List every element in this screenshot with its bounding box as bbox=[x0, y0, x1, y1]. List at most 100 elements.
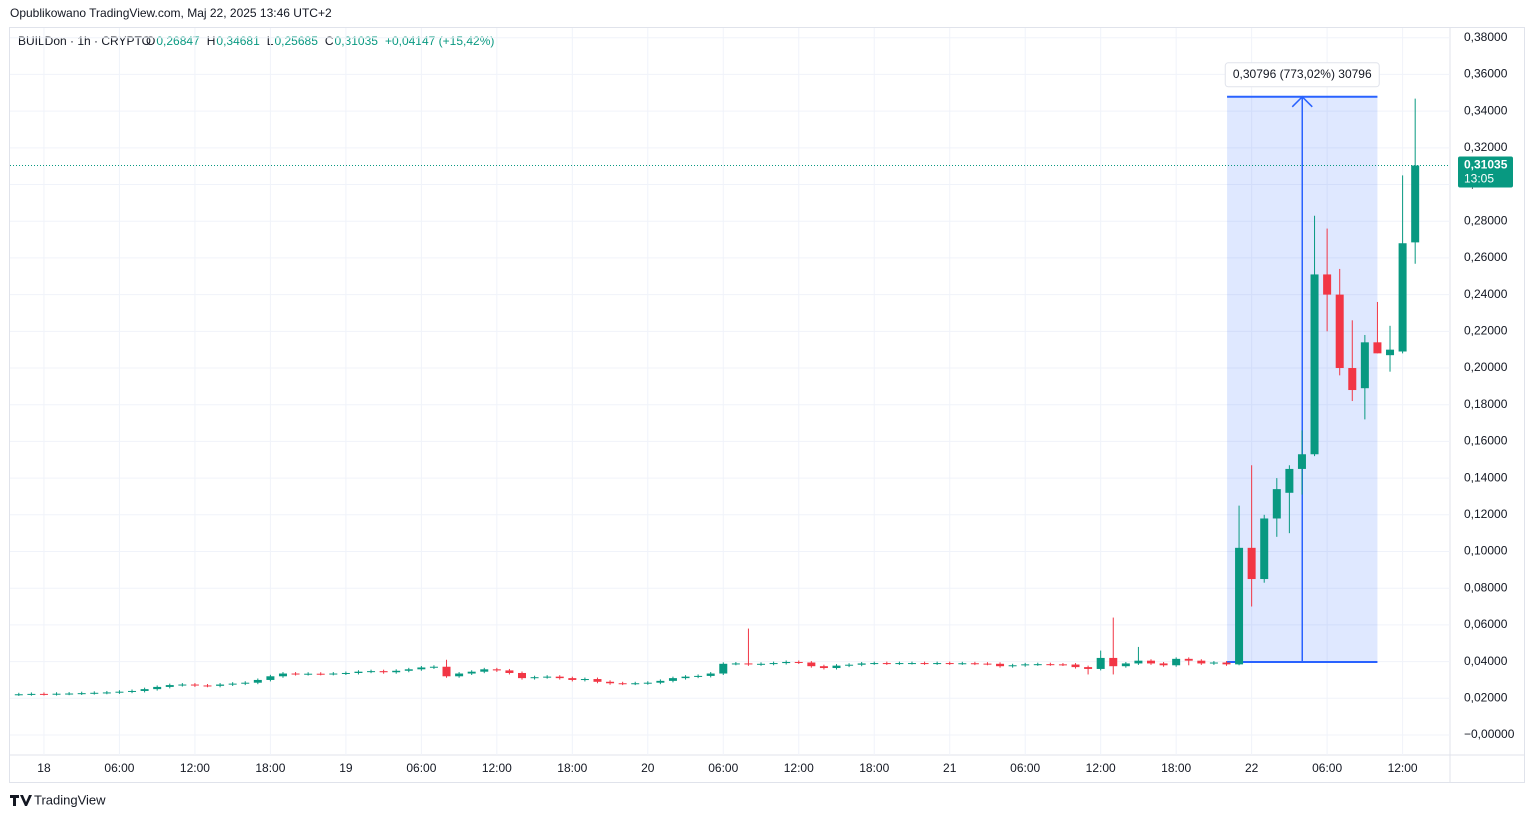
candle-body bbox=[1071, 664, 1080, 668]
x-tick-label: 18 bbox=[37, 761, 51, 775]
y-tick-label: 0,04000 bbox=[1464, 654, 1508, 668]
candle-body bbox=[518, 672, 526, 679]
candle-body bbox=[480, 669, 489, 672]
candle-body bbox=[1084, 667, 1093, 669]
candle-body bbox=[153, 686, 162, 690]
candle-body bbox=[1008, 665, 1017, 667]
candle-body bbox=[304, 673, 313, 675]
x-tick-label: 20 bbox=[641, 761, 655, 775]
y-tick-label: 0,06000 bbox=[1464, 617, 1508, 631]
legend-key: C bbox=[325, 34, 334, 48]
candle-body bbox=[128, 690, 137, 692]
candle-body bbox=[1134, 660, 1143, 664]
candle-body bbox=[643, 682, 652, 684]
y-tick-label: 0,16000 bbox=[1464, 434, 1508, 448]
candle-body bbox=[631, 683, 640, 685]
brand: TradingView bbox=[34, 792, 106, 807]
legend-key: H bbox=[207, 34, 216, 48]
measure-label: 0,30796 (773,02%) 30796 bbox=[1233, 67, 1372, 81]
candle-body bbox=[656, 680, 665, 683]
candle-body bbox=[681, 676, 690, 679]
measure-arrowhead bbox=[1291, 95, 1313, 108]
x-tick-label: 18:00 bbox=[557, 761, 587, 775]
legend-value: 0,34681 bbox=[216, 34, 260, 48]
candle-body bbox=[1373, 342, 1382, 354]
candle-body bbox=[341, 672, 350, 674]
candle-body bbox=[895, 663, 904, 665]
candle-body bbox=[1272, 489, 1281, 519]
candle-body bbox=[983, 663, 992, 665]
x-tick-label: 21 bbox=[943, 761, 957, 775]
candle-body bbox=[367, 671, 376, 673]
x-tick-label: 12:00 bbox=[784, 761, 814, 775]
candle-body bbox=[920, 663, 929, 665]
candle-body bbox=[1109, 657, 1118, 667]
candle-body bbox=[178, 684, 187, 686]
candle-body bbox=[970, 663, 979, 665]
candle-body bbox=[291, 673, 300, 675]
candle-body bbox=[52, 693, 61, 695]
candle-body bbox=[757, 663, 766, 665]
candle-body bbox=[39, 693, 48, 695]
measure-label-box bbox=[1224, 62, 1380, 88]
candle-body bbox=[455, 673, 464, 677]
candle-body bbox=[1147, 660, 1155, 664]
candle-body bbox=[1058, 664, 1067, 666]
symbol: BUILDon · 1h · CRYPTO bbox=[18, 34, 151, 48]
candle-body bbox=[1386, 349, 1395, 356]
candle-body bbox=[694, 675, 703, 677]
candle-body bbox=[580, 679, 589, 681]
candle-body bbox=[1184, 658, 1193, 661]
candle-body bbox=[543, 676, 552, 678]
y-tick-label: −0,00000 bbox=[1464, 727, 1515, 741]
candle-body bbox=[90, 692, 99, 694]
candle-body bbox=[354, 671, 363, 673]
candle-body bbox=[505, 670, 514, 673]
candle-body bbox=[933, 663, 942, 665]
candle-body bbox=[467, 671, 476, 674]
candle-body bbox=[731, 663, 740, 665]
legend-value: 0,25685 bbox=[274, 34, 318, 48]
x-tick-label: 12:00 bbox=[180, 761, 210, 775]
candle-body bbox=[65, 693, 74, 695]
candle-body bbox=[907, 663, 916, 665]
frame bbox=[9, 27, 1525, 783]
candle-body bbox=[857, 663, 866, 665]
candle-body bbox=[216, 684, 225, 686]
candle-body bbox=[27, 693, 36, 695]
candle-body bbox=[606, 681, 615, 684]
x-tick-label: 18:00 bbox=[859, 761, 889, 775]
x-tick-label: 06:00 bbox=[406, 761, 436, 775]
candle-body bbox=[442, 666, 451, 677]
x-tick-label: 06:00 bbox=[1010, 761, 1040, 775]
y-tick-label: 0,24000 bbox=[1464, 287, 1508, 301]
y-tick-label: 0,02000 bbox=[1464, 690, 1508, 704]
candle-body bbox=[1247, 547, 1256, 580]
candle-body bbox=[1235, 547, 1244, 665]
candle-body bbox=[102, 692, 111, 694]
candle-body bbox=[1285, 468, 1294, 493]
x-tick-label: 06:00 bbox=[1312, 761, 1342, 775]
candle-body bbox=[1209, 662, 1218, 664]
candle-body bbox=[1360, 342, 1369, 389]
candle-body bbox=[618, 683, 627, 685]
candle-body bbox=[1033, 664, 1042, 666]
candle-body bbox=[203, 685, 212, 687]
countdown: 13:05 bbox=[1464, 172, 1494, 186]
candle-body bbox=[593, 679, 602, 682]
x-tick-label: 12:00 bbox=[482, 761, 512, 775]
y-tick-label: 0,10000 bbox=[1464, 544, 1508, 558]
candle-body bbox=[1159, 663, 1168, 666]
candle-body bbox=[996, 663, 1005, 667]
candle-body bbox=[1398, 243, 1407, 352]
candle-body bbox=[278, 673, 287, 677]
x-tick-label: 18:00 bbox=[1161, 761, 1191, 775]
candle-body bbox=[1310, 274, 1319, 455]
candle-body bbox=[14, 694, 23, 696]
candle-body bbox=[316, 673, 325, 675]
x-tick-label: 22 bbox=[1245, 761, 1259, 775]
candle-body bbox=[1348, 368, 1357, 391]
candle-body bbox=[190, 684, 199, 686]
candle-body bbox=[719, 663, 728, 674]
y-tick-label: 0,36000 bbox=[1464, 67, 1508, 81]
